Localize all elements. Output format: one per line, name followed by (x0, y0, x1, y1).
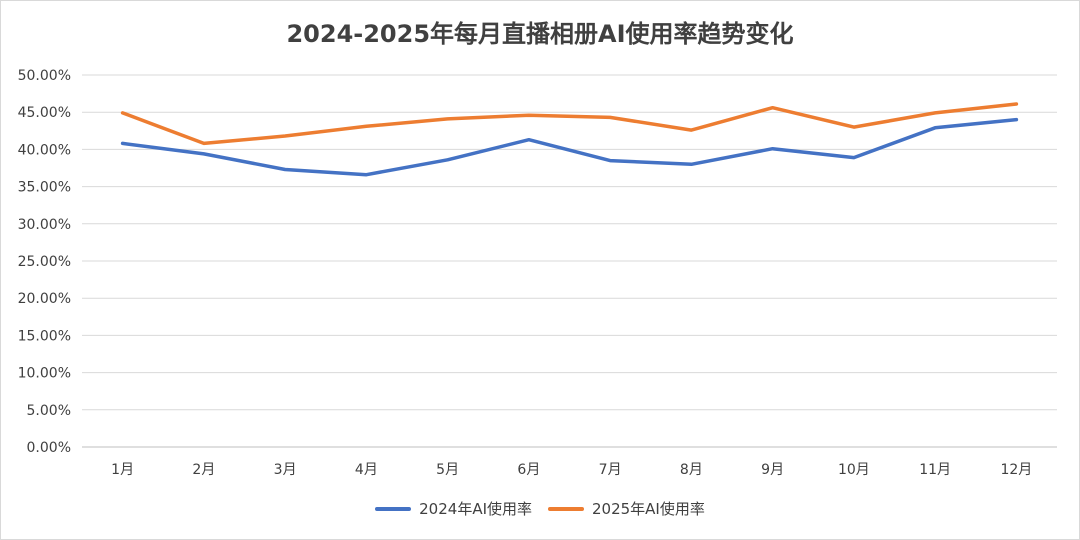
legend-item-2024: 2024年AI使用率 (375, 498, 532, 519)
x-tick-label: 12月 (1000, 462, 1032, 478)
legend-label-2025: 2025年AI使用率 (592, 500, 705, 518)
y-tick-label: 5.00% (27, 403, 71, 419)
y-tick-label: 20.00% (18, 291, 71, 307)
y-tick-label: 40.00% (18, 142, 71, 158)
x-tick-label: 3月 (274, 462, 297, 478)
y-tick-label: 30.00% (18, 217, 71, 233)
x-tick-label: 4月 (355, 462, 378, 478)
series-line-2024 (120, 117, 1019, 177)
y-tick-label: 25.00% (18, 254, 71, 270)
x-tick-label: 9月 (761, 462, 784, 478)
x-tick-label: 6月 (517, 462, 540, 478)
x-tick-label: 11月 (919, 462, 951, 478)
series-line-2025 (120, 102, 1019, 146)
x-tick-label: 8月 (680, 462, 703, 478)
x-tick-label: 1月 (111, 462, 134, 478)
x-tick-label: 5月 (436, 462, 459, 478)
x-tick-label: 10月 (838, 462, 870, 478)
y-tick-label: 50.00% (18, 68, 71, 84)
chart-title: 2024-2025年每月直播相册AI使用率趋势变化 (286, 20, 794, 48)
x-tick-label: 2月 (192, 462, 215, 478)
legend-label-2024: 2024年AI使用率 (419, 500, 532, 518)
legend-item-2025: 2025年AI使用率 (548, 498, 705, 519)
x-tick-label: 7月 (599, 462, 622, 478)
y-tick-label: 10.00% (18, 366, 71, 382)
y-tick-label: 45.00% (18, 105, 71, 121)
y-tick-label: 15.00% (18, 328, 71, 344)
legend: 2024年AI使用率 2025年AI使用率 (0, 498, 1080, 519)
legend-swatch-2024 (375, 506, 412, 511)
legend-swatch-2025 (548, 506, 584, 511)
y-tick-label: 0.00% (27, 440, 71, 456)
y-tick-label: 35.00% (18, 180, 71, 196)
